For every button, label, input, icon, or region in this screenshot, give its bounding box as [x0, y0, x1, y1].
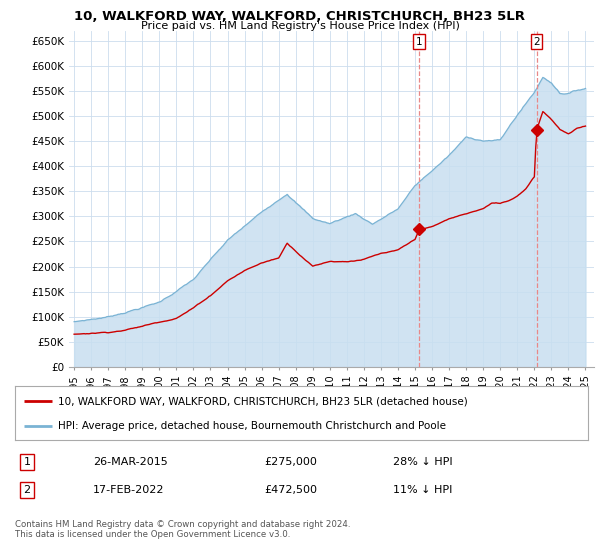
Text: 10, WALKFORD WAY, WALKFORD, CHRISTCHURCH, BH23 5LR (detached house): 10, WALKFORD WAY, WALKFORD, CHRISTCHURCH… — [58, 396, 468, 407]
Text: £472,500: £472,500 — [264, 485, 317, 495]
Text: 2: 2 — [533, 37, 540, 47]
Text: 1: 1 — [416, 37, 422, 47]
Text: Contains HM Land Registry data © Crown copyright and database right 2024.
This d: Contains HM Land Registry data © Crown c… — [15, 520, 350, 539]
Text: 11% ↓ HPI: 11% ↓ HPI — [393, 485, 452, 495]
Text: 17-FEB-2022: 17-FEB-2022 — [93, 485, 164, 495]
Text: 2: 2 — [23, 485, 31, 495]
Text: Price paid vs. HM Land Registry's House Price Index (HPI): Price paid vs. HM Land Registry's House … — [140, 21, 460, 31]
Text: 26-MAR-2015: 26-MAR-2015 — [93, 457, 168, 467]
Text: £275,000: £275,000 — [264, 457, 317, 467]
Text: HPI: Average price, detached house, Bournemouth Christchurch and Poole: HPI: Average price, detached house, Bour… — [58, 421, 446, 431]
Text: 10, WALKFORD WAY, WALKFORD, CHRISTCHURCH, BH23 5LR: 10, WALKFORD WAY, WALKFORD, CHRISTCHURCH… — [74, 10, 526, 23]
Text: 28% ↓ HPI: 28% ↓ HPI — [393, 457, 452, 467]
Text: 1: 1 — [23, 457, 31, 467]
